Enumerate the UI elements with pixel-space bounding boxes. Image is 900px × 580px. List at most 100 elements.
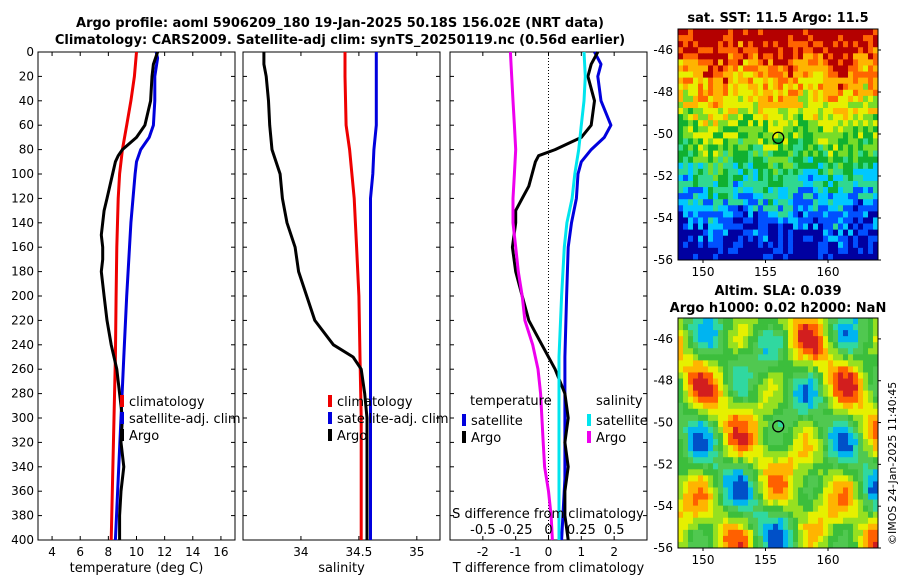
sst-map-cell xyxy=(708,241,714,249)
sla-map-cell xyxy=(758,523,764,531)
sst-map-cell xyxy=(733,29,739,36)
sla-map-cell xyxy=(818,493,824,500)
sla-map-cell xyxy=(743,414,749,422)
sla-map-cell xyxy=(698,451,704,458)
sla-map-cell xyxy=(683,378,689,385)
sst-map-xtick-label: 150 xyxy=(692,265,715,279)
sst-map-cell xyxy=(778,77,784,85)
sst-map-cell xyxy=(723,120,729,127)
sla-map-cell xyxy=(778,348,784,355)
sst-map-cell xyxy=(768,138,774,145)
sla-map-cell xyxy=(683,402,689,410)
sla-map-cell xyxy=(688,420,694,428)
sst-map-cell xyxy=(788,108,794,115)
sla-map-cell xyxy=(678,324,684,331)
sla-map-cell xyxy=(728,463,734,470)
sla-map-cell xyxy=(748,318,754,325)
sst-map-cell xyxy=(738,241,744,249)
sst-map-cell xyxy=(808,253,814,261)
sla-map-cell xyxy=(778,481,784,488)
sst-map-cell xyxy=(853,223,859,231)
sst-map-cell xyxy=(798,41,804,48)
sla-map-cell xyxy=(713,324,719,331)
sla-map-cell xyxy=(678,384,684,392)
sst-map-cell xyxy=(793,83,799,91)
sla-map-cell xyxy=(803,481,809,488)
sst-map-cell xyxy=(678,223,684,231)
sst-map-cell xyxy=(728,101,734,109)
sla-map-cell xyxy=(683,420,689,428)
sla-map-cell xyxy=(818,372,824,379)
sst-map-cell xyxy=(773,174,779,182)
sst-map-cell xyxy=(773,168,779,176)
sla-map-cell xyxy=(848,360,854,367)
sla-map-cell xyxy=(788,414,794,422)
sst-map-cell xyxy=(863,229,869,237)
sla-map-cell xyxy=(698,390,704,398)
sst-map-cell xyxy=(703,89,709,97)
sst-map-cell xyxy=(768,162,774,170)
sla-map-cell xyxy=(718,535,724,543)
sst-map-cell xyxy=(703,235,709,243)
sla-map-cell xyxy=(778,475,784,482)
sst-map-cell xyxy=(848,205,854,212)
sst-map-cell xyxy=(768,71,774,79)
sla-map-cell xyxy=(868,499,874,507)
sla-map-cell xyxy=(813,445,819,452)
sst-map-cell xyxy=(703,95,709,103)
sla-map-cell xyxy=(703,384,709,392)
sst-map-cell xyxy=(843,187,849,194)
sst-map-cell xyxy=(808,77,814,85)
sla-map-cell xyxy=(863,408,869,416)
sst-map-cell xyxy=(838,83,844,91)
sla-map-cell xyxy=(703,499,709,507)
sst-map-cell xyxy=(773,180,779,188)
sla-map-cell xyxy=(703,505,709,513)
sst-map-cell xyxy=(763,180,769,188)
sla-map-cell xyxy=(728,445,734,452)
sst-map-cell xyxy=(693,126,699,133)
sla-map-cell xyxy=(828,402,834,410)
sla-map-cell xyxy=(723,493,729,500)
sla-map-cell xyxy=(818,517,824,525)
sst-map-cell xyxy=(808,47,814,54)
sst-map-cell xyxy=(853,217,859,224)
sla-map-cell xyxy=(853,469,859,476)
sst-map-cell xyxy=(823,187,829,194)
sst-map-cell xyxy=(788,29,794,36)
sst-map-cell xyxy=(738,132,744,139)
sst-map-cell xyxy=(843,223,849,231)
sla-map-cell xyxy=(698,439,704,446)
sla-map-cell xyxy=(853,457,859,464)
sla-map-cell xyxy=(813,451,819,458)
sst-map-cell xyxy=(843,229,849,237)
sla-map-cell xyxy=(733,463,739,470)
sst-map-cell xyxy=(828,162,834,170)
sla-map-cell xyxy=(858,378,864,385)
sla-map-cell xyxy=(733,469,739,476)
sst-map-cell xyxy=(778,89,784,97)
sla-map-cell xyxy=(768,529,774,537)
sla-map-cell xyxy=(738,408,744,416)
sst-map-cell xyxy=(858,150,864,158)
sst-map-cell xyxy=(788,205,794,212)
sst-map-cell xyxy=(753,71,759,79)
sla-map-cell xyxy=(828,529,834,537)
sst-map-cell xyxy=(758,144,764,151)
sst-map-cell xyxy=(828,253,834,261)
sst-map-cell xyxy=(693,180,699,188)
sla-map-cell xyxy=(773,342,779,349)
sst-map-cell xyxy=(703,83,709,91)
sla-map-cell xyxy=(848,324,854,331)
sla-map-cell xyxy=(693,420,699,428)
sst-map-cell xyxy=(768,235,774,243)
sla-map-cell xyxy=(678,463,684,470)
sst-map-cell xyxy=(813,211,819,218)
sla-map-cell xyxy=(863,463,869,470)
sst-map-cell xyxy=(858,193,864,200)
sst-map-cell xyxy=(693,29,699,36)
sla-map-cell xyxy=(678,499,684,507)
sst-map-cell xyxy=(748,126,754,133)
sla-map-cell xyxy=(848,408,854,416)
sst-map-cell xyxy=(858,77,864,85)
